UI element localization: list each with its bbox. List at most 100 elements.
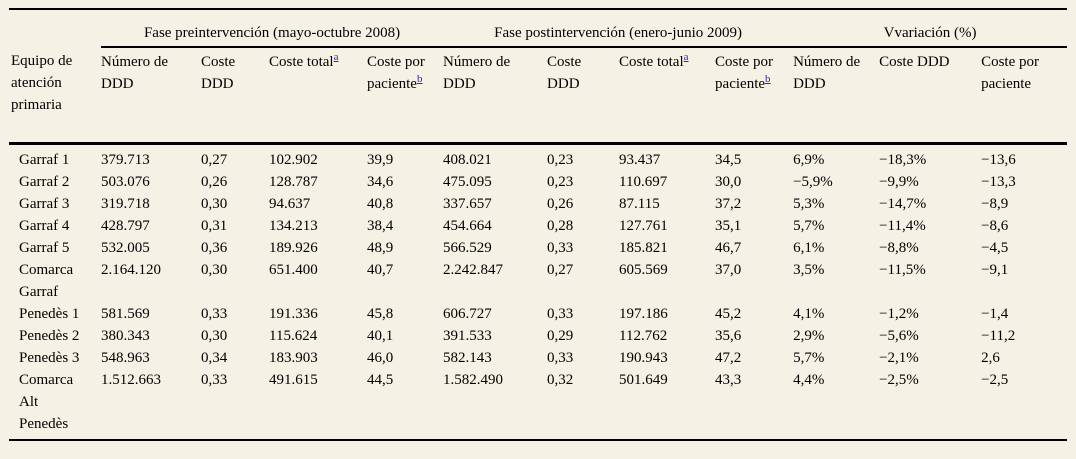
table-cell: 6,9% (793, 152, 825, 168)
table-cell: 46,0 (367, 350, 394, 366)
table-cell: −8,6 (981, 218, 1009, 234)
table-cell: 45,2 (715, 306, 742, 322)
table-cell: 582.143 (443, 350, 492, 366)
footnote-a-link[interactable]: a (683, 51, 689, 63)
corner-header (9, 9, 101, 47)
table-cell: 191.336 (269, 306, 318, 322)
table-cell: 475.095 (443, 174, 492, 190)
table-cell: −11,2 (981, 328, 1016, 344)
table-cell: 197.186 (619, 306, 668, 322)
table-row: Penedès 2 380.343 0,30 115.624 40,1 391.533 0,… (9, 325, 1067, 347)
table-cell: 40,8 (367, 196, 394, 212)
table-cell: −8,8% (879, 240, 919, 256)
table-cell: 391.533 (443, 328, 492, 344)
table-cell: 115.624 (269, 328, 318, 344)
row-label: Penedès 2 (19, 328, 80, 344)
table-cell: 0,26 (547, 196, 574, 212)
table-cell: 2,6 (981, 350, 1000, 366)
table-cell: 34,5 (715, 152, 742, 168)
table-cell: 34,6 (367, 174, 394, 190)
table-cell: 606.727 (443, 306, 492, 322)
table-cell: 548.963 (101, 350, 150, 366)
table-cell: −5,6% (879, 328, 919, 344)
table-cell: 0,30 (201, 262, 228, 278)
table-cell: 0,31 (201, 218, 228, 234)
table-row: Garraf 1 379.713 0,27 102.902 39,9 408.021 0,2… (9, 144, 1067, 172)
footnote-a-link[interactable]: a (333, 51, 339, 63)
table-cell: 112.762 (619, 328, 668, 344)
table-cell: 110.697 (619, 174, 668, 190)
table-cell: −13,6 (981, 152, 1016, 168)
table-cell: 0,33 (547, 240, 574, 256)
table-cell: 0,33 (201, 306, 228, 322)
table-cell: −18,3% (879, 152, 927, 168)
row-label: Comarca Alt Penedès (19, 372, 74, 432)
row-label: Garraf 5 (19, 240, 70, 256)
row-label: Garraf 4 (19, 218, 70, 234)
table-cell: 454.664 (443, 218, 492, 234)
table-cell: 93.437 (619, 152, 661, 168)
table-cell: 581.569 (101, 306, 150, 322)
table-cell: −14,7% (879, 196, 927, 212)
table-cell: −2,5 (981, 372, 1009, 388)
table-cell: 87.115 (619, 196, 660, 212)
column-header: Número de DDD (443, 47, 548, 145)
table-cell: 185.821 (619, 240, 668, 256)
table-cell: 501.649 (619, 372, 668, 388)
table-cell: 566.529 (443, 240, 492, 256)
table-cell: 44,5 (367, 372, 394, 388)
table-cell: 0,27 (547, 262, 574, 278)
column-header: Coste por pacienteb (367, 47, 444, 145)
table-body: Garraf 1 379.713 0,27 102.902 39,9 408.021 0,2… (9, 144, 1067, 441)
table-cell: 0,28 (547, 218, 574, 234)
table-row: Garraf 2 503.076 0,26 128.787 34,6 475.095 0,2… (9, 171, 1067, 193)
table-cell: −9,1 (981, 262, 1009, 278)
table-cell: 0,32 (547, 372, 574, 388)
table-row: Comarca Alt Penedès 1.512.663 0,33 491.615 4… (9, 369, 1067, 440)
table-row: Comarca Garraf 2.164.120 0,30 651.400 40,7 2.… (9, 259, 1067, 303)
table-cell: 428.797 (101, 218, 150, 234)
table-cell: 337.657 (443, 196, 492, 212)
footnote-b-link[interactable]: b (416, 73, 423, 85)
table-cell: 605.569 (619, 262, 668, 278)
phase-group-header: Vvariación (%) (793, 9, 1068, 48)
table-cell: −8,9 (981, 196, 1009, 212)
table-cell: 43,3 (715, 372, 742, 388)
table-cell: 0,23 (547, 152, 574, 168)
table-cell: 38,4 (367, 218, 394, 234)
table-cell: 2.164.120 (101, 262, 161, 278)
table-cell: 183.903 (269, 350, 318, 366)
row-label: Penedès 1 (19, 306, 80, 322)
row-label: Garraf 1 (19, 152, 70, 168)
table-cell: 45,8 (367, 306, 394, 322)
table-cell: −2,5% (879, 372, 919, 388)
table-cell: 4,1% (793, 306, 825, 322)
table-cell: −4,5 (981, 240, 1009, 256)
table-cell: 102.902 (269, 152, 318, 168)
table-cell: 190.943 (619, 350, 668, 366)
table-cell: 651.400 (269, 262, 318, 278)
table-cell: 0,23 (547, 174, 574, 190)
column-header: Coste totala (619, 47, 716, 145)
table-row: Garraf 3 319.718 0,30 94.637 40,8 337.657 0,26… (9, 193, 1067, 215)
table-cell: 408.021 (443, 152, 492, 168)
table-row: Garraf 5 532.005 0,36 189.926 48,9 566.529 0,3… (9, 237, 1067, 259)
table-cell: −1,2% (879, 306, 919, 322)
table-cell: 0,36 (201, 240, 228, 256)
footnote-b-link[interactable]: b (765, 73, 771, 85)
table-cell: 46,7 (715, 240, 742, 256)
table-cell: 0,27 (201, 152, 228, 168)
column-header: Coste por paciente (981, 47, 1068, 145)
table-cell: 40,1 (367, 328, 394, 344)
costs-table: Fase preintervención (mayo-octubre 2008)… (9, 8, 1068, 441)
table-cell: 0,26 (201, 174, 228, 190)
table-cell: 5,7% (793, 350, 825, 366)
table-cell: 0,34 (201, 350, 228, 366)
table-cell: 503.076 (101, 174, 150, 190)
table-cell: 0,33 (547, 350, 574, 366)
column-header: Equipo de atención primaria (9, 47, 101, 145)
table-cell: −1,4 (981, 306, 1009, 322)
table-cell: 5,3% (793, 196, 825, 212)
column-header: Coste por pacienteb (715, 47, 794, 145)
table-cell: 4,4% (793, 372, 825, 388)
